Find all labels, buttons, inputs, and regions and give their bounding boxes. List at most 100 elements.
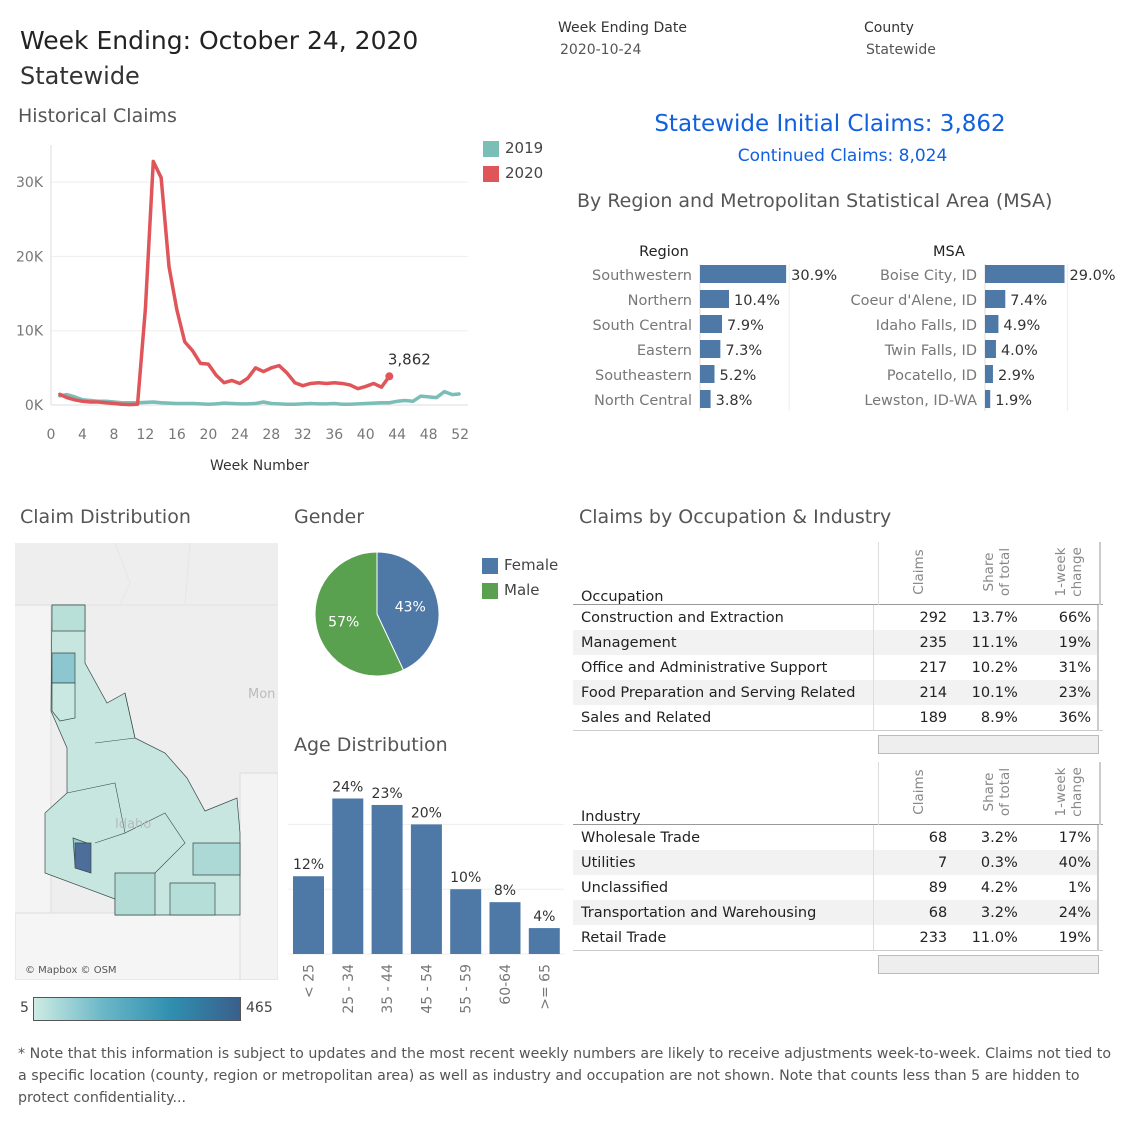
data-point-2020 xyxy=(317,381,320,384)
table-row[interactable]: Transportation and Warehousing 68 3.2% 24% xyxy=(573,900,1100,925)
row-share: 11.1% xyxy=(971,634,1018,651)
legend-female[interactable]: Female xyxy=(482,553,558,578)
data-point-2020 xyxy=(262,370,265,373)
table-header-label: Industry xyxy=(581,809,641,825)
table-row[interactable]: Retail Trade 233 11.0% 19% xyxy=(573,925,1100,950)
column-header[interactable]: Claims xyxy=(889,762,949,822)
bar xyxy=(700,365,715,383)
map-attribution[interactable]: © Mapbox © OSM xyxy=(25,965,117,976)
region-msa-title: By Region and Metropolitan Statistical A… xyxy=(577,190,1053,212)
data-point-2020 xyxy=(246,377,249,380)
row-change: 66% xyxy=(1019,605,1100,630)
data-point-2019 xyxy=(309,402,312,405)
bar-category-label: Pocatello, ID xyxy=(887,368,977,384)
county-bannock[interactable] xyxy=(169,882,216,916)
historical-claims-title: Historical Claims xyxy=(18,105,177,127)
claim-distribution-map[interactable]: Idaho Mon © Mapbox © OSM xyxy=(15,543,278,980)
county-boundary[interactable] xyxy=(51,604,86,632)
age-bar xyxy=(371,804,403,954)
table-row[interactable]: Management 235 11.1% 19% xyxy=(573,630,1100,655)
county-kootenai[interactable] xyxy=(51,652,76,684)
data-point-2019 xyxy=(356,402,359,405)
legend-male[interactable]: Male xyxy=(482,578,558,603)
idaho-state[interactable] xyxy=(44,604,241,916)
x-tick-label: 36 xyxy=(325,427,343,443)
data-point-2019 xyxy=(73,395,76,398)
column-header[interactable]: Share of total xyxy=(967,542,1027,602)
bar xyxy=(985,390,991,408)
data-point-2020 xyxy=(286,372,288,374)
bar-value-label: 4.0% xyxy=(1001,343,1038,359)
bar-value-label: 3.8% xyxy=(716,393,753,409)
row-name: Retail Trade xyxy=(573,925,875,950)
bar xyxy=(700,315,723,333)
table-row[interactable]: Sales and Related 189 8.9% 36% xyxy=(573,705,1100,730)
x-tick-label: 20 xyxy=(199,427,217,443)
table-header: Industry Claims Share of total 1-week chang… xyxy=(573,762,1103,825)
data-point-2019 xyxy=(404,399,406,402)
table-footer xyxy=(573,950,1103,974)
data-point-2019 xyxy=(459,392,462,395)
bar xyxy=(700,340,721,358)
table-row[interactable]: Utilities 7 0.3% 40% xyxy=(573,850,1100,875)
legend-2020[interactable]: 2020 xyxy=(483,161,543,186)
age-bar-value-label: 20% xyxy=(411,805,442,821)
bar xyxy=(985,290,1006,308)
column-header[interactable]: Share of total xyxy=(967,762,1027,822)
column-header[interactable]: Claims xyxy=(889,542,949,602)
row-share: 10.1% xyxy=(971,684,1018,701)
bar-value-label: 29.0% xyxy=(1070,268,1116,284)
data-point-2020 xyxy=(333,381,336,384)
row-change: 19% xyxy=(1019,925,1100,950)
county-filter-value[interactable]: Statewide xyxy=(866,42,936,58)
age-category-label: 60-64 xyxy=(498,964,514,1005)
data-point-2019 xyxy=(301,402,304,405)
column-header-label: Claims xyxy=(911,769,927,815)
row-claims: 7 xyxy=(937,854,948,871)
horizontal-scrollbar[interactable] xyxy=(878,735,1099,754)
bar-category-label: South Central xyxy=(592,318,692,334)
header-divider xyxy=(573,604,1103,605)
table-row[interactable]: Office and Administrative Support 217 10.2… xyxy=(573,655,1100,680)
bar xyxy=(700,290,729,308)
county-ada[interactable] xyxy=(74,842,92,874)
column-header[interactable]: 1-week change xyxy=(1039,542,1099,602)
table-row[interactable]: Food Preparation and Serving Related 214 1… xyxy=(573,680,1100,705)
horizontal-scrollbar[interactable] xyxy=(878,955,1099,974)
industry-table-block: Industry Claims Share of total 1-week chang… xyxy=(573,762,1103,974)
data-point-2020 xyxy=(278,364,281,367)
table-row[interactable]: Construction and Extraction 292 13.7% 66% xyxy=(573,605,1100,630)
bar-category-label: Lewston, ID-WA xyxy=(864,393,977,409)
row-share: 0.3% xyxy=(980,854,1018,871)
legend-2019[interactable]: 2019 xyxy=(483,136,543,161)
data-point-2019 xyxy=(223,402,225,405)
table-row[interactable]: Unclassified 89 4.2% 1% xyxy=(573,875,1100,900)
table-row[interactable]: Wholesale Trade 68 3.2% 17% xyxy=(573,825,1100,850)
data-point-2020 xyxy=(144,307,147,310)
data-point-2019 xyxy=(372,402,375,405)
column-header[interactable]: 1-week change xyxy=(1039,762,1099,822)
data-point-2020 xyxy=(128,403,131,406)
county-benewah[interactable] xyxy=(51,682,76,722)
bar-category-label: Eastern xyxy=(637,343,692,359)
bar-value-label: 5.2% xyxy=(719,368,756,384)
row-change: 19% xyxy=(1019,630,1100,655)
x-tick-label: 40 xyxy=(357,427,375,443)
data-point-2020 xyxy=(364,385,367,388)
occupation-table-block: Occupation Claims Share of total 1-week cha… xyxy=(573,542,1103,754)
gender-title: Gender xyxy=(294,506,365,528)
x-axis-label: Week Number xyxy=(210,458,309,474)
county-twin-falls[interactable] xyxy=(114,872,156,916)
legend-2020-label: 2020 xyxy=(505,164,544,182)
week-filter-value[interactable]: 2020-10-24 xyxy=(560,42,642,58)
header-divider xyxy=(573,824,1103,825)
data-point-2020 xyxy=(325,382,328,385)
row-share: 11.0% xyxy=(971,929,1018,946)
data-point-2019 xyxy=(427,395,430,398)
row-name: Wholesale Trade xyxy=(573,825,875,850)
data-point-2019 xyxy=(333,402,336,405)
county-bonneville[interactable] xyxy=(192,842,241,876)
footnote: * Note that this information is subject … xyxy=(18,1046,1112,1106)
data-point-2019 xyxy=(286,403,288,406)
